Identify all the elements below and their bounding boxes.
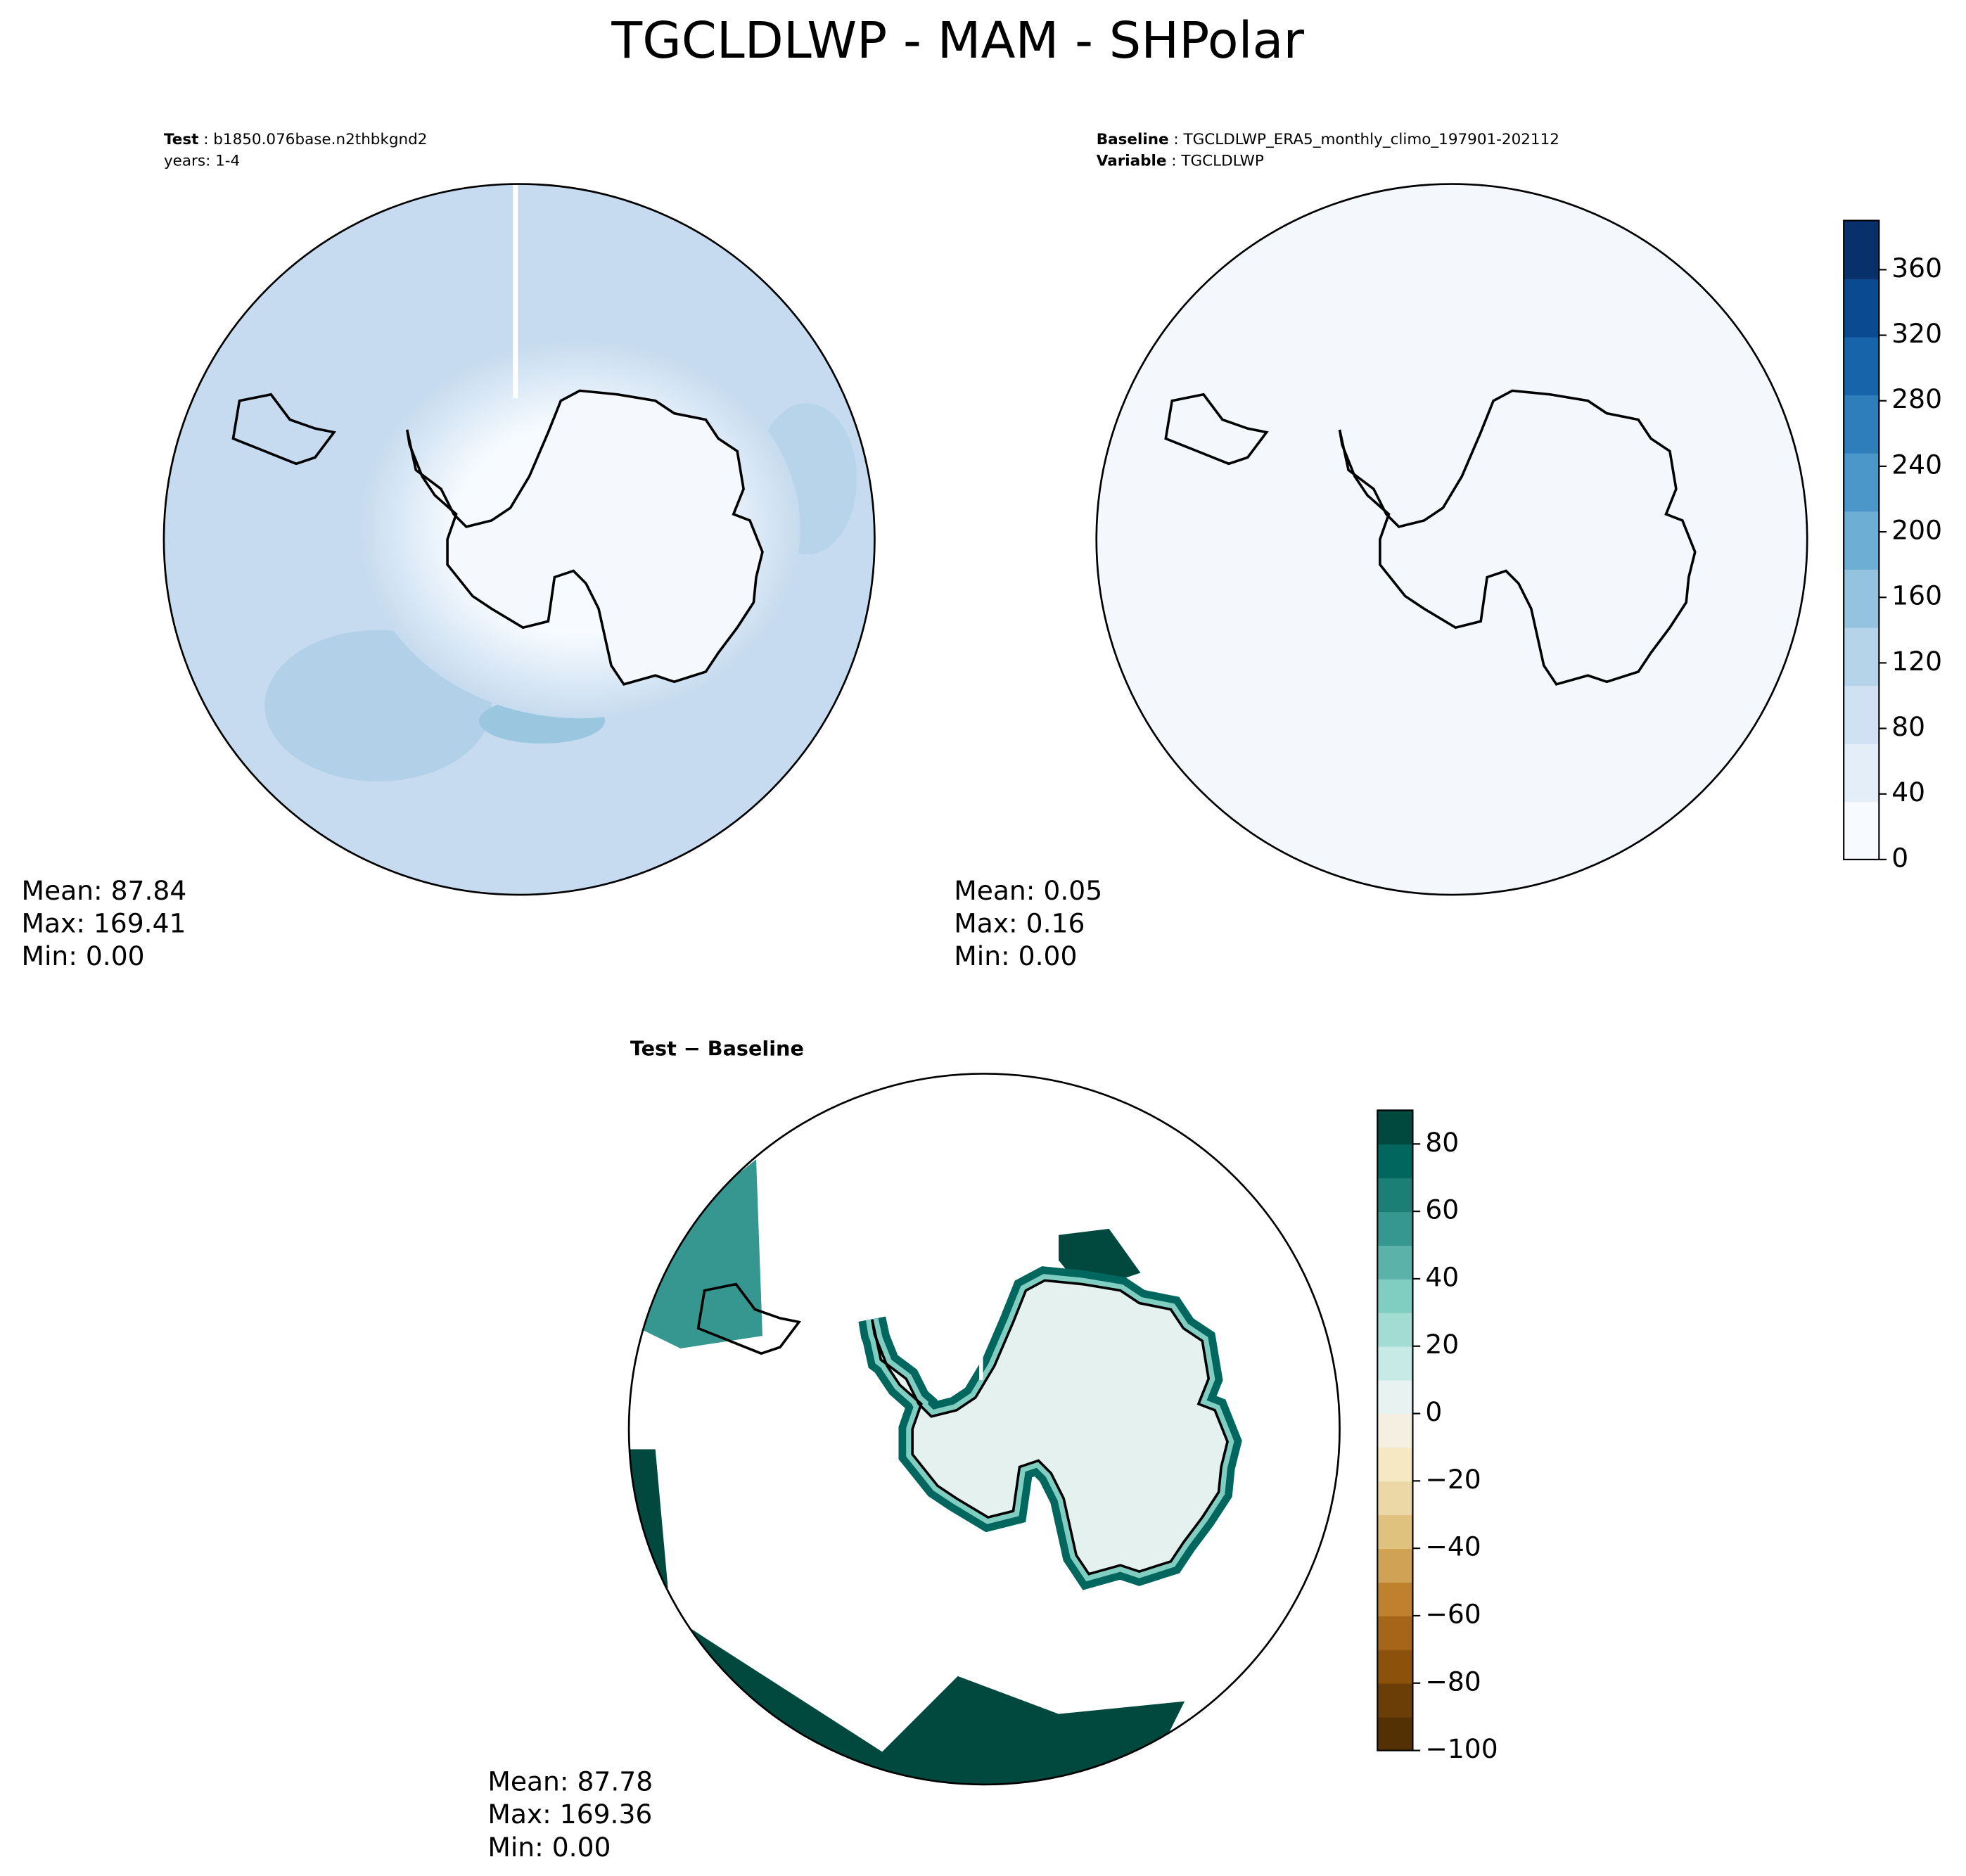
colorbar-tick-label: 360: [1891, 253, 1942, 283]
stat-line: Max: 169.36: [487, 1799, 652, 1830]
header-value: TGCLDLWP: [1180, 152, 1264, 170]
map-boundary: [627, 1073, 1341, 1786]
colorbar-band: [1844, 685, 1879, 744]
colorbar-tick-label: −60: [1425, 1598, 1481, 1629]
colorbar-band: [1377, 1615, 1413, 1650]
stat-line: Mean: 87.78: [487, 1766, 653, 1797]
panel-header: Baseline : TGCLDLWP_ERA5_monthly_climo_1…: [1097, 131, 1559, 148]
colorbar-tick-label: 120: [1891, 646, 1942, 677]
figure-title: TGCLDLWP - MAM - SHPolar: [611, 11, 1304, 70]
colorbar-band: [1377, 1548, 1413, 1583]
colorbar-band: [1844, 511, 1879, 570]
colorbar-band: [1377, 1413, 1413, 1448]
colorbar-frame: [1843, 219, 1880, 860]
stat-line: Max: 0.16: [954, 908, 1085, 939]
colorbar-tick-label: 200: [1891, 515, 1942, 546]
colorbar-band: [1377, 1481, 1413, 1516]
colorbar-tick-label: 240: [1891, 449, 1942, 480]
colorbar-band: [1377, 1447, 1413, 1482]
header-line: years: 1-4: [164, 152, 240, 170]
colorbar-tick-label: 0: [1891, 842, 1908, 873]
header-value: TGCLDLWP_ERA5_monthly_climo_197901-20211…: [1182, 131, 1559, 148]
header-key: Test: [164, 131, 198, 148]
map: [1096, 184, 1808, 895]
colorbar-band: [1377, 1346, 1413, 1381]
colorbar-band: [1844, 336, 1879, 396]
stat-line: Max: 169.41: [21, 908, 186, 939]
colorbar-band: [1377, 1716, 1413, 1751]
colorbar-band: [1377, 1379, 1413, 1415]
colorbar-band: [1377, 1278, 1413, 1313]
stat-line: Min: 0.00: [487, 1832, 611, 1863]
colorbar-band: [1377, 1514, 1413, 1550]
stat-line: Mean: 0.05: [954, 875, 1102, 906]
stat-line: Min: 0.00: [954, 940, 1077, 971]
map-boundary: [1095, 183, 1808, 896]
colorbar-band: [1844, 279, 1879, 338]
colorbar-band: [1844, 568, 1879, 628]
colorbar-band: [1844, 395, 1879, 454]
colorbar-tick-label: −80: [1425, 1666, 1481, 1697]
stat-line: Min: 0.00: [21, 940, 144, 971]
colorbar-band: [1844, 743, 1879, 803]
colorbar-tick-label: 20: [1425, 1329, 1459, 1360]
colorbar-tick-label: 40: [1425, 1261, 1459, 1292]
colorbar-tick-label: −40: [1425, 1531, 1481, 1562]
header-key: Baseline: [1097, 131, 1169, 148]
colorbar-band: [1377, 1245, 1413, 1280]
map-boundary: [162, 183, 876, 896]
colorbar-tick-label: 60: [1425, 1194, 1459, 1225]
colorbar-band: [1377, 1211, 1413, 1246]
stat-line: Mean: 87.84: [21, 875, 186, 906]
colorbar-band: [1844, 627, 1879, 687]
map: [163, 184, 875, 895]
colorbar-tick-label: −20: [1425, 1464, 1481, 1495]
colorbar-tick-label: 40: [1891, 777, 1925, 808]
colorbar-tick-label: 0: [1425, 1396, 1442, 1427]
colorbar-tick-label: 280: [1891, 383, 1942, 414]
colorbar-band: [1844, 220, 1879, 280]
colorbar-tick-label: 80: [1891, 711, 1925, 742]
colorbar-frame: [1377, 1109, 1414, 1751]
colorbar-band: [1377, 1312, 1413, 1347]
colorbar-tick-label: −100: [1425, 1733, 1498, 1764]
panel-header: Variable : TGCLDLWP: [1097, 152, 1264, 170]
panel-header: Test : b1850.076base.n2thbkgnd2: [164, 131, 428, 148]
colorbar-band: [1377, 1144, 1413, 1179]
header-key: Variable: [1097, 152, 1167, 170]
colorbar-band: [1377, 1110, 1413, 1145]
header-value: b1850.076base.n2thbkgnd2: [213, 131, 427, 148]
colorbar-band: [1844, 452, 1879, 512]
panel-title: Test − Baseline: [630, 1036, 804, 1060]
colorbar-band: [1377, 1178, 1413, 1213]
colorbar-tick-label: 320: [1891, 318, 1942, 349]
map: [629, 1073, 1340, 1785]
colorbar-tick-label: 160: [1891, 580, 1942, 611]
colorbar-band: [1377, 1649, 1413, 1684]
colorbar-band: [1377, 1582, 1413, 1616]
colorbar-tick-label: 80: [1425, 1127, 1459, 1158]
colorbar-band: [1377, 1683, 1413, 1718]
colorbar-band: [1844, 801, 1879, 860]
